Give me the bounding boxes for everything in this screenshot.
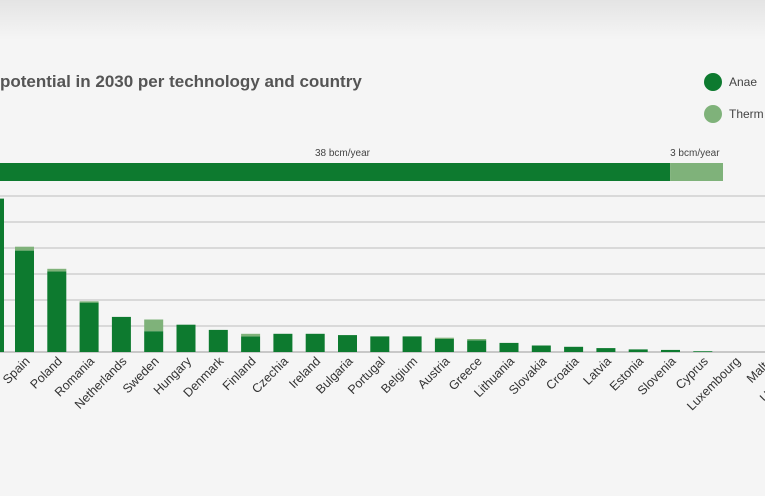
bar-anaerobic-hungary <box>176 324 196 352</box>
bar-anaerobic-portugal <box>370 336 390 352</box>
bar-anaerobic-belgium <box>402 336 422 352</box>
bar-thermal-poland <box>47 268 67 272</box>
bar-anaerobic-slovenia <box>661 349 680 352</box>
tick-label-croatia: Croatia <box>543 354 581 392</box>
bar-anaerobic-czechia <box>273 333 293 352</box>
bar-anaerobic-sweden <box>144 331 164 352</box>
bar-anaerobic-greece <box>467 340 487 352</box>
tick-label-belgium: Belgium <box>378 354 420 396</box>
bar-anaerobic-cyprus <box>693 351 713 352</box>
bar-anaerobic-lithuania <box>499 342 519 352</box>
bar-anaerobic-poland <box>47 271 67 352</box>
tick-label-malta: Malta <box>744 354 765 386</box>
bar-anaerobic-finland <box>241 336 261 352</box>
tick-label-czechia: Czechia <box>249 354 291 396</box>
bar-cutoff-edge <box>0 198 4 352</box>
legend-thermal-swatch <box>704 105 722 123</box>
bar-anaerobic-spain <box>15 250 34 352</box>
bar-anaerobic-netherlands <box>111 316 131 352</box>
bar-anaerobic-denmark <box>208 329 228 352</box>
bar-thermal-finland <box>241 333 261 337</box>
chart-title: potential in 2030 per technology and cou… <box>0 72 362 91</box>
bar-anaerobic-austria <box>434 339 454 352</box>
bar-anaerobic-ireland <box>305 333 325 352</box>
total-bar-label-anaerobic: 38 bcm/year <box>315 148 371 159</box>
bar-anaerobic-estonia <box>628 349 648 352</box>
total-bar-label-thermal: 3 bcm/year <box>670 148 720 159</box>
bar-thermal-austria <box>434 337 454 339</box>
bar-thermal-spain <box>15 246 34 251</box>
bar-anaerobic-croatia <box>564 346 584 352</box>
legend-thermal-label: Therm <box>729 107 764 121</box>
bar-thermal-sweden <box>144 319 164 332</box>
bar-anaerobic-bulgaria <box>338 335 357 352</box>
bar-anaerobic-slovakia <box>531 345 551 352</box>
legend-anaerobic-swatch <box>704 73 722 91</box>
tick-label-austria: Austria <box>415 354 452 391</box>
bar-anaerobic-romania <box>79 302 99 352</box>
total-bar-segment-thermal <box>670 163 723 181</box>
legend-anaerobic-label: Anae <box>729 75 758 89</box>
bar-thermal-romania <box>79 301 99 303</box>
bar-thermal-greece <box>467 339 487 341</box>
top-shade <box>0 0 765 40</box>
bar-anaerobic-latvia <box>596 348 616 352</box>
total-bar-segment-anaerobic <box>0 163 671 181</box>
